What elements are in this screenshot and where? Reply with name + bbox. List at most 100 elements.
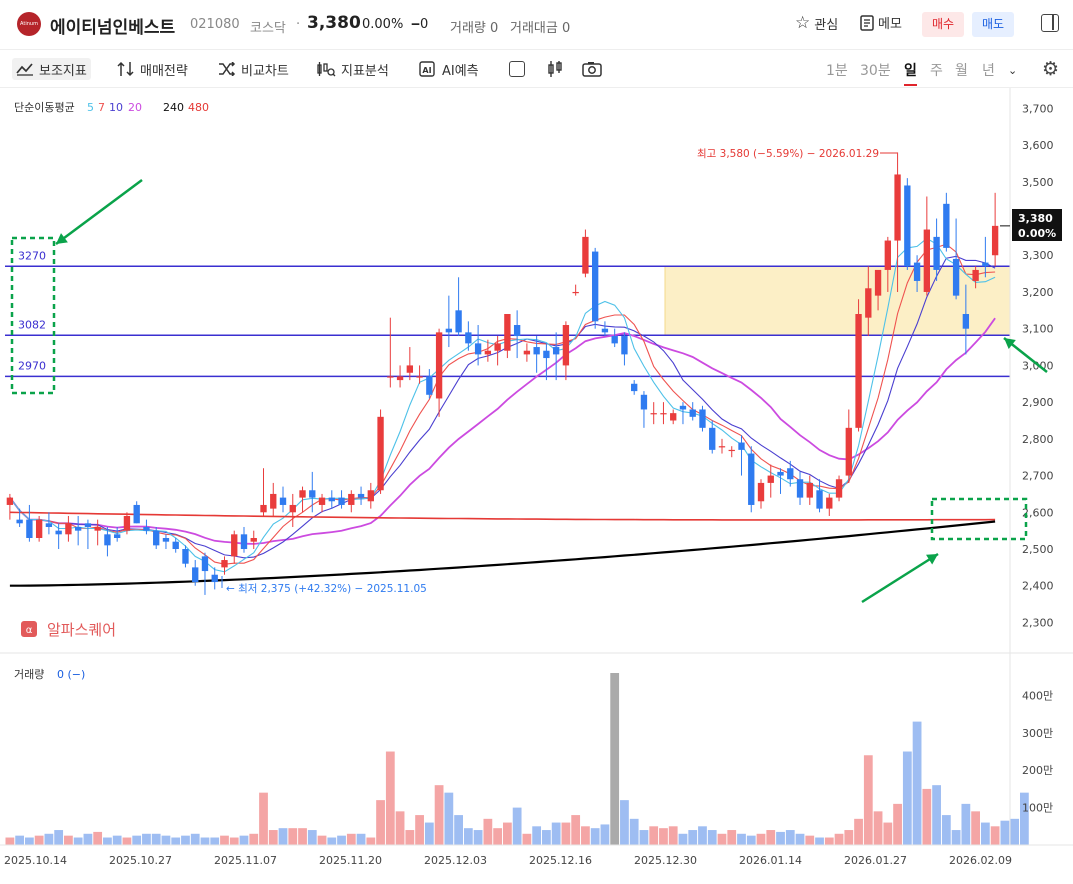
annotation-arrow-left (55, 178, 143, 246)
volume-bar (571, 815, 581, 845)
volume-bar (366, 837, 376, 845)
x-tick-label: 2025.11.20 (319, 854, 382, 867)
candle-body (94, 526, 101, 531)
candle-body (660, 413, 667, 415)
volume-bar (93, 831, 103, 845)
candle-body (65, 523, 72, 535)
period-tab-1[interactable]: 30분 (860, 63, 891, 79)
volume-bar (259, 792, 268, 845)
strategy-button[interactable]: 매매전략 (113, 58, 192, 80)
volume-bar (834, 833, 844, 845)
candle-body (679, 405, 687, 410)
volume-bar (463, 828, 473, 845)
candle-body (806, 482, 813, 498)
volume-bar (795, 833, 805, 845)
volume-bar (961, 803, 971, 845)
volume-bar (483, 818, 493, 845)
change-percent: 0.00% (362, 17, 404, 32)
annotation-box-levels (10, 236, 56, 395)
candle-body (991, 225, 999, 256)
candle-body (465, 332, 472, 344)
chevron-down-icon: ⌄ (1008, 63, 1018, 77)
candle-body (348, 493, 355, 505)
amount-text: 거래대금 0 (510, 21, 571, 36)
indicator-analysis-button[interactable]: 지표분석 (312, 58, 393, 80)
volume-bar (288, 828, 298, 845)
candle-body (16, 519, 23, 524)
volume-tick-label: 400만 (1022, 689, 1053, 702)
volume-bar (415, 815, 424, 845)
candle-body (523, 350, 531, 355)
volume-bar (385, 751, 395, 845)
stock-name: 에이티넘인베스트 (50, 18, 176, 38)
period-tab-3[interactable]: 주 (930, 63, 943, 79)
settings-button[interactable]: ⚙ (1038, 58, 1063, 80)
candle-body (377, 416, 384, 491)
volume-tick-label: 100만 (1022, 802, 1053, 815)
x-tick-label: 2025.12.30 (634, 854, 697, 867)
candle-body (513, 325, 521, 337)
checkbox-toggle-button[interactable] (505, 58, 529, 80)
watermark-text: 알파스퀘어 (47, 621, 116, 639)
candle-body (250, 538, 257, 542)
volume-bar (659, 828, 668, 845)
volume-bar (337, 835, 346, 845)
sell-button[interactable]: 매도 (972, 12, 1014, 37)
volume-bar (327, 837, 337, 845)
volume-bar (737, 833, 746, 845)
volume-bar (307, 830, 317, 845)
ma-legend-5: 5 (87, 101, 94, 114)
svg-text:AI: AI (422, 66, 431, 75)
volume-bar (746, 835, 756, 845)
candle-body (172, 541, 179, 550)
updown-arrows-icon (117, 61, 134, 77)
period-tab-5[interactable]: 년 (982, 63, 995, 79)
volume-bar (298, 828, 307, 845)
period-tab-0[interactable]: 1분 (826, 63, 848, 79)
candle-body (796, 479, 804, 498)
candle-body (270, 493, 277, 509)
volume-bar (941, 815, 951, 845)
volume-bar (581, 826, 590, 845)
volume-bar (161, 835, 171, 845)
volume-bar (844, 830, 854, 845)
volume-bar (424, 822, 434, 845)
candle-body (552, 347, 560, 355)
indicators-button[interactable]: 보조지표 (12, 58, 91, 80)
volume-bar (1019, 792, 1029, 845)
watchlist-button[interactable]: ☆ 관심 (795, 13, 838, 33)
candle-body (289, 504, 296, 513)
compare-button[interactable]: 비교차트 (214, 58, 293, 80)
strategy-label: 매매전략 (140, 63, 188, 79)
volume-bar (668, 826, 678, 845)
period-tab-2[interactable]: 일 (904, 60, 917, 86)
volume-bar (629, 818, 639, 845)
y-tick-label: 2,600 (1022, 506, 1054, 519)
candle-body (231, 534, 238, 557)
candle-body (338, 497, 345, 505)
volume-bar (922, 788, 932, 845)
volume-bar (15, 835, 25, 845)
x-tick-label: 2025.11.07 (214, 854, 277, 867)
y-tick-label: 2,400 (1022, 580, 1054, 593)
volume-bar (249, 833, 259, 845)
period-tab-4[interactable]: 월 (955, 63, 968, 79)
chart-type-button[interactable] (542, 58, 568, 80)
volume-bar (766, 830, 776, 845)
ai-prediction-button[interactable]: AI AI예측 (413, 58, 483, 80)
current-price-tag-pct: 0.00% (1018, 227, 1056, 240)
annotation-arrow-bottom-head (926, 554, 938, 565)
period-more-button[interactable]: ⌄ (1004, 59, 1021, 81)
candle-body (426, 376, 433, 395)
volume-bar (893, 803, 902, 845)
price-chart[interactable]: 3270 3082 2970 2,300 2,400 2,500 2,600 2,700 2,… (0, 88, 1073, 884)
volume-bar (356, 833, 366, 845)
y-tick-label: 2,800 (1022, 433, 1054, 446)
candle-body (192, 567, 199, 583)
memo-button[interactable]: 메모 (860, 13, 902, 32)
y-tick-label: 3,700 (1022, 102, 1054, 115)
screenshot-button[interactable] (578, 58, 606, 80)
volume-bar (44, 833, 54, 845)
buy-button[interactable]: 매수 (922, 12, 964, 37)
side-panel-toggle-icon[interactable] (1041, 14, 1059, 32)
